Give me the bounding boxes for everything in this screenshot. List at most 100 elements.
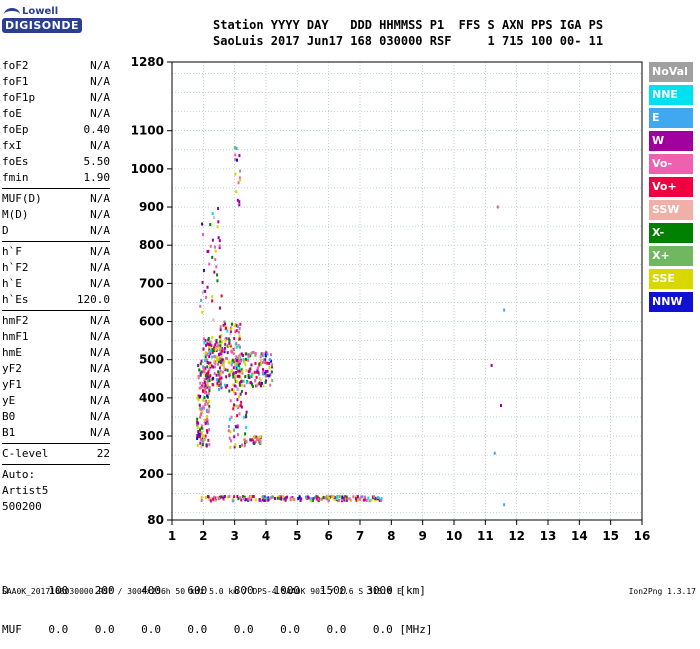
- echo-point: [260, 352, 263, 356]
- echo-point: [265, 351, 268, 355]
- echo-point: [225, 357, 228, 361]
- echo-point: [239, 352, 242, 356]
- x-tick-label: 4: [262, 529, 270, 543]
- echo-point: [265, 498, 268, 502]
- param-row: h`Es 120.0: [2, 292, 110, 308]
- echo-point: [234, 404, 237, 408]
- echo-point: [355, 498, 358, 502]
- echo-point: [238, 154, 241, 158]
- echo-point: [206, 358, 209, 362]
- echo-point: [228, 341, 231, 345]
- echo-point: [237, 363, 240, 367]
- echo-point: [197, 376, 200, 380]
- param-row: B1 N/A: [2, 425, 110, 441]
- echo-point: [205, 408, 208, 412]
- echo-point: [234, 392, 237, 396]
- echo-point: [238, 381, 241, 385]
- echo-point: [231, 348, 234, 352]
- echo-point: [212, 365, 215, 369]
- echo-point: [219, 340, 222, 344]
- echo-point: [203, 341, 206, 345]
- echo-point: [239, 392, 242, 396]
- echo-point: [203, 418, 206, 422]
- echo-point: [238, 371, 241, 375]
- echo-point: [213, 372, 216, 376]
- echo-point: [217, 220, 220, 224]
- param-value: N/A: [90, 91, 110, 104]
- echo-point: [235, 355, 238, 359]
- echo-point: [209, 374, 212, 378]
- param-value: N/A: [90, 277, 110, 290]
- echo-point: [236, 198, 239, 202]
- echo-point: [313, 496, 316, 500]
- echo-point: [258, 364, 261, 368]
- echo-point: [216, 383, 219, 387]
- echo-point: [218, 384, 221, 388]
- echo-point: [217, 378, 220, 382]
- echo-point: [202, 365, 205, 369]
- param-row: foEp 0.40: [2, 122, 110, 138]
- echo-point: [202, 347, 205, 351]
- echo-point: [236, 325, 239, 329]
- echo-point: [235, 158, 238, 162]
- echo-point: [216, 341, 219, 345]
- param-row: hmE N/A: [2, 345, 110, 361]
- echo-point: [202, 290, 205, 294]
- echo-point: [357, 498, 360, 502]
- param-name: h`E: [2, 277, 22, 290]
- x-tick-label: 10: [446, 529, 463, 543]
- autoscale-line: Artist5: [2, 484, 49, 497]
- echo-point: [216, 355, 219, 359]
- echo-point: [227, 429, 230, 433]
- echo-point: [237, 369, 240, 373]
- echo-point: [208, 345, 211, 349]
- echo-point: [199, 381, 202, 385]
- echo-point: [215, 345, 218, 349]
- param-name: h`F2: [2, 261, 29, 274]
- echo-point: [235, 345, 238, 349]
- echo-point: [244, 391, 247, 395]
- echo-point: [208, 443, 211, 447]
- echo-point: [224, 337, 227, 341]
- param-value: N/A: [90, 192, 110, 205]
- echo-point: [252, 436, 255, 440]
- echo-point: [228, 361, 231, 365]
- echo-point: [254, 498, 257, 502]
- echo-point: [213, 354, 216, 358]
- echo-point: [262, 384, 265, 388]
- echo-point: [200, 445, 203, 449]
- echo-point: [205, 343, 208, 347]
- echo-point: [206, 402, 209, 406]
- echo-point: [220, 376, 223, 380]
- echo-point: [211, 348, 214, 352]
- echo-point: [269, 383, 272, 387]
- echo-point: [213, 245, 216, 249]
- echo-point: [249, 497, 252, 501]
- param-value: N/A: [90, 208, 110, 221]
- echo-point: [352, 495, 355, 499]
- echo-point: [212, 349, 215, 353]
- echo-point: [236, 425, 239, 429]
- echo-point: [251, 384, 254, 388]
- ionogram-plot: 1 2 3 4 5 6 7 8 9 10 11 12 13 14 15 1680200300400500600…: [131, 55, 651, 543]
- echo-point: [226, 368, 229, 372]
- echo-point: [202, 405, 205, 409]
- echo-point: [199, 373, 202, 377]
- echo-point: [236, 404, 239, 408]
- echo-point: [333, 497, 336, 501]
- echo-point: [234, 379, 237, 383]
- param-name: B0: [2, 410, 16, 423]
- echo-point: [230, 322, 233, 326]
- echo-point: [201, 233, 204, 237]
- echo-point: [241, 495, 244, 499]
- param-value: N/A: [90, 378, 110, 391]
- param-name: foF2: [2, 59, 29, 72]
- echo-point: [234, 157, 237, 161]
- muf-table: D 100 200 400 600 800 1000 1500 3000 [km…: [2, 558, 432, 649]
- echo-point: [197, 398, 200, 402]
- echo-point: [289, 496, 292, 500]
- echo-point: [259, 441, 262, 445]
- echo-point: [211, 212, 214, 216]
- echo-point: [236, 398, 239, 402]
- echo-point: [297, 497, 300, 501]
